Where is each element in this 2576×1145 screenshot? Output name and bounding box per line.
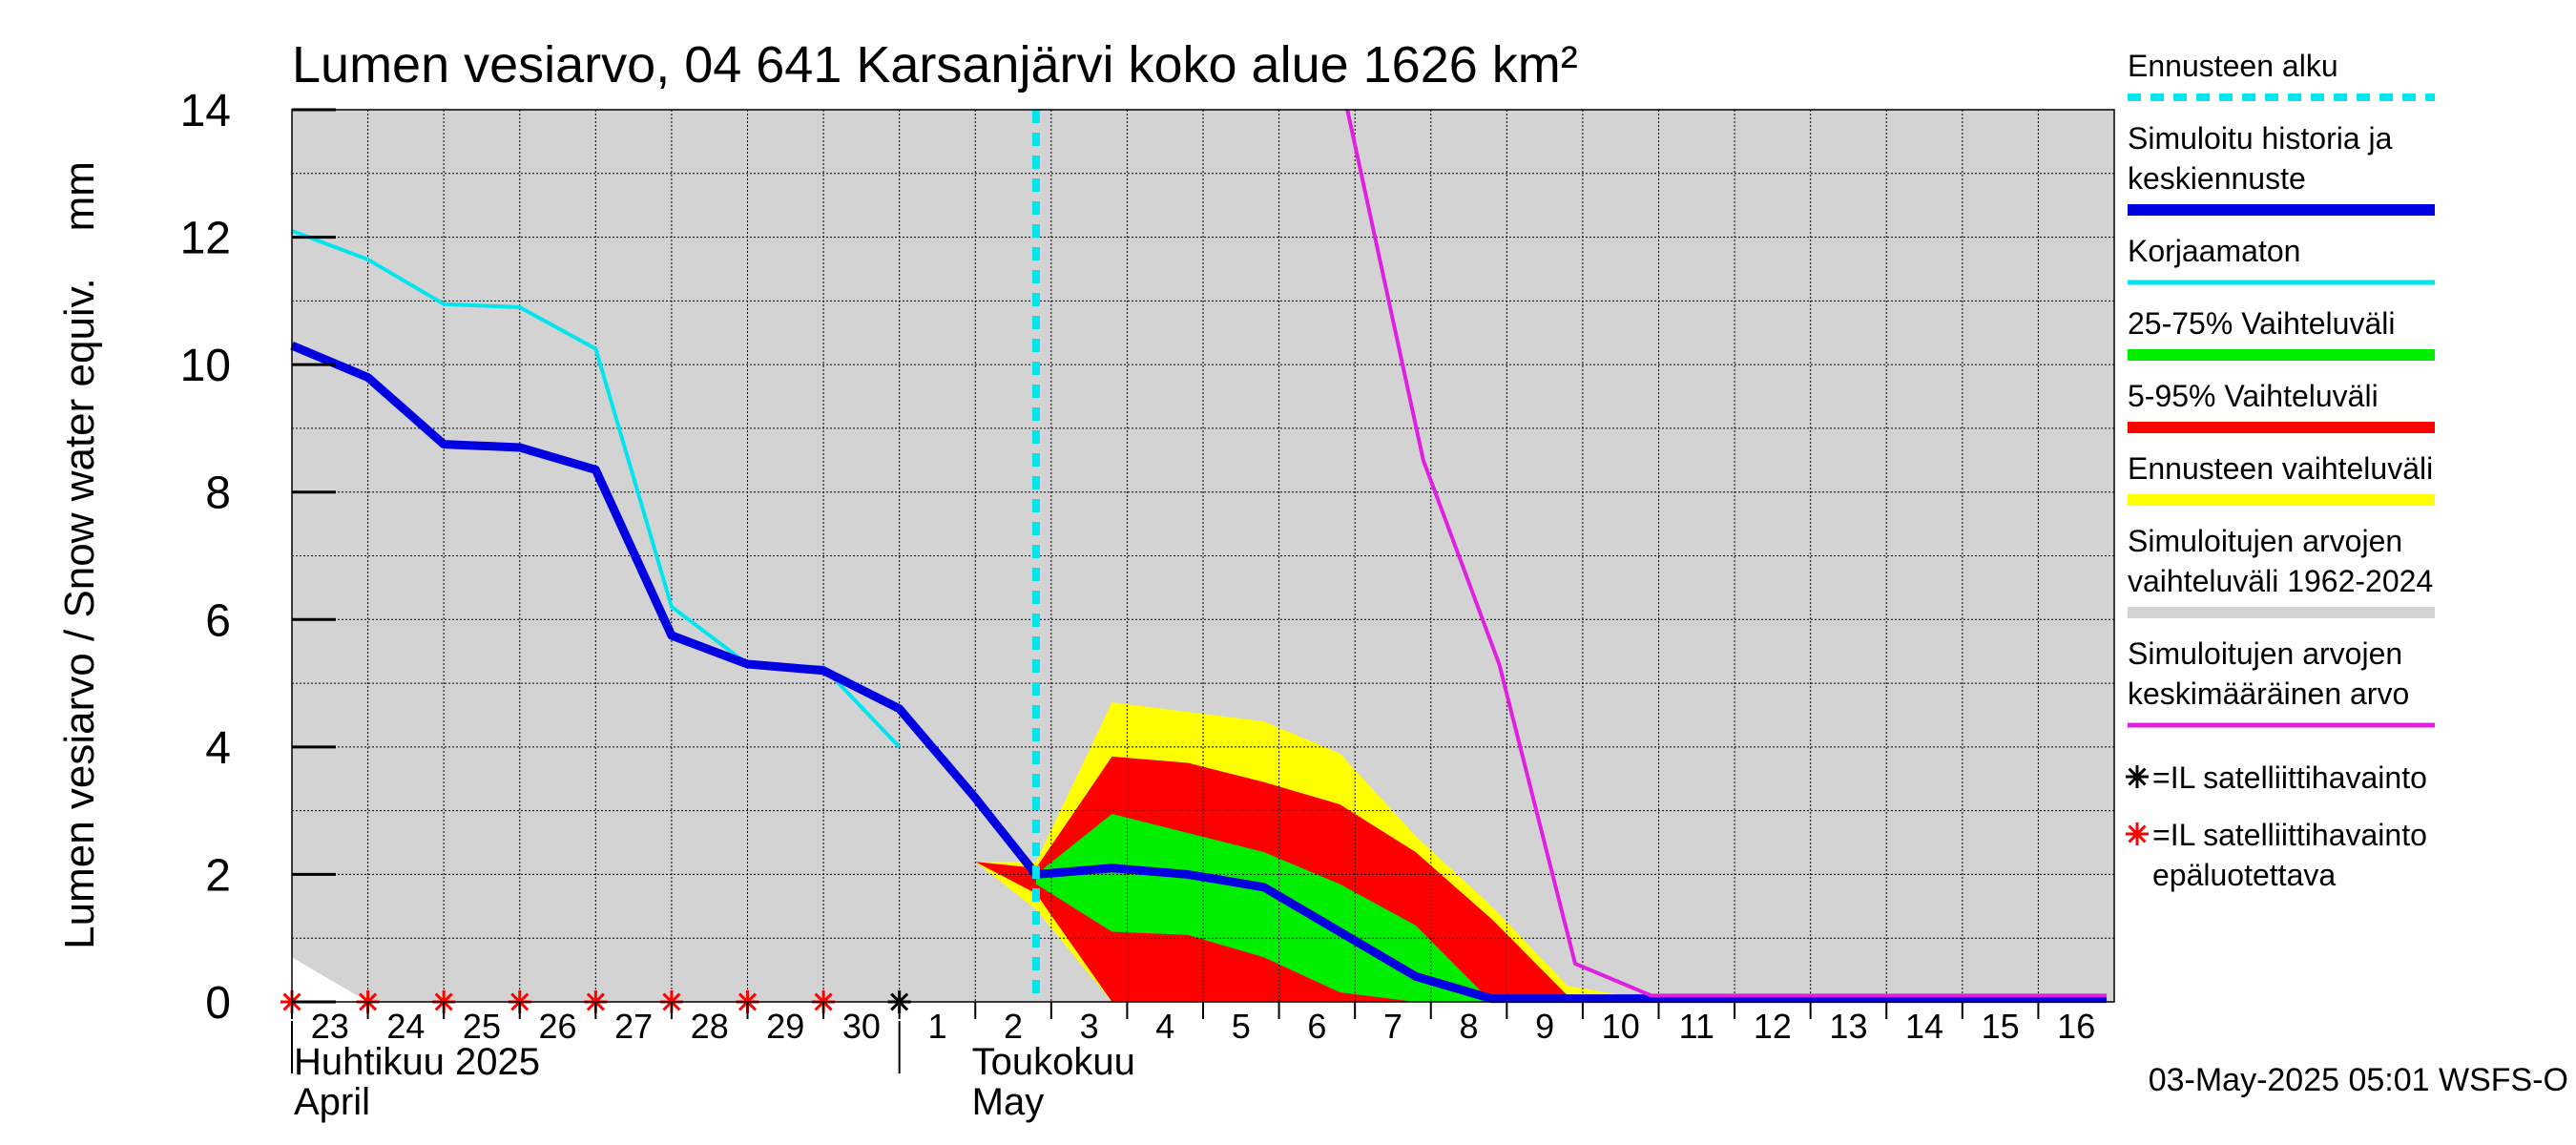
x-tick-label: 10: [1602, 1007, 1640, 1046]
legend-label: Simuloitujen arvojen: [2128, 636, 2402, 671]
y-tick-label: 4: [205, 723, 231, 774]
x-tick-label: 8: [1460, 1007, 1479, 1046]
y-axis-label: Lumen vesiarvo / Snow water equiv. mm: [56, 161, 103, 949]
x-tick-label: 27: [614, 1007, 653, 1046]
y-tick-label: 14: [180, 86, 231, 136]
x-tick-label: 23: [311, 1007, 349, 1046]
x-tick-label: 16: [2057, 1007, 2095, 1046]
legend-label: Korjaamaton: [2128, 234, 2300, 268]
legend-label: Simuloitu historia ja: [2128, 121, 2393, 156]
y-tick-label: 8: [205, 468, 231, 519]
legend-star-icon: [2126, 765, 2149, 788]
legend-item: 25-75% Vaihteluväli: [2128, 306, 2435, 361]
legend-label: Ennusteen alku: [2128, 49, 2338, 83]
x-tick-label: 9: [1535, 1007, 1554, 1046]
y-tick-label: 6: [205, 595, 231, 646]
chart-title: Lumen vesiarvo, 04 641 Karsanjärvi koko …: [292, 36, 1578, 94]
x-tick-label: 5: [1232, 1007, 1251, 1046]
x-tick-label: 6: [1307, 1007, 1326, 1046]
legend-item: =IL satelliittihavainto: [2126, 760, 2427, 795]
y-tick-label: 2: [205, 850, 231, 901]
x-tick-label: 25: [463, 1007, 501, 1046]
legend-item: Ennusteen vaihteluväli: [2128, 451, 2435, 506]
legend-label: =IL satelliittihavainto: [2152, 760, 2427, 795]
x-tick-label: 28: [691, 1007, 729, 1046]
x-tick-label: 4: [1155, 1007, 1174, 1046]
legend-item: Korjaamaton: [2128, 234, 2435, 285]
x-tick-label: 3: [1080, 1007, 1099, 1046]
legend: Ennusteen alku Simuloitu historia ja keski…: [2126, 49, 2435, 892]
legend-item: 5-95% Vaihteluväli: [2128, 379, 2435, 433]
legend-label: Simuloitujen arvojen: [2128, 524, 2402, 558]
x-tick-label: 24: [386, 1007, 425, 1046]
footer-timestamp: 03-May-2025 05:01 WSFS-O: [2149, 1062, 2568, 1098]
x-tick-label: 12: [1754, 1007, 1792, 1046]
legend-label: Ennusteen vaihteluväli: [2128, 451, 2433, 486]
legend-label: keskimääräinen arvo: [2128, 677, 2409, 711]
x-tick-label: 15: [1982, 1007, 2020, 1046]
legend-label: 5-95% Vaihteluväli: [2128, 379, 2379, 413]
y-tick-label: 12: [180, 214, 231, 264]
series-line-3: [1345, 109, 2108, 998]
y-tick-label: 0: [205, 978, 231, 1029]
series-lines-layer: [290, 109, 2108, 1004]
x-tick-label: 13: [1829, 1007, 1867, 1046]
x-tick-label: 11: [1679, 1007, 1714, 1046]
legend-item: Simuloitujen arvojen vaihteluväli 1962-20…: [2128, 524, 2435, 618]
month-label-en: May: [972, 1081, 1045, 1123]
x-tick-label: 2: [1004, 1007, 1023, 1046]
legend-item: Simuloitujen arvojen keskimääräinen arvo: [2128, 636, 2435, 728]
legend-label: epäluotettava: [2152, 858, 2336, 892]
legend-item: Simuloitu historia ja keskiennuste: [2128, 121, 2435, 216]
legend-label: 25-75% Vaihteluväli: [2128, 306, 2395, 341]
month-label-fi: Huhtikuu 2025: [294, 1041, 540, 1083]
legend-item: =IL satelliittihavainto epäluotettava: [2126, 818, 2427, 892]
legend-item: Ennusteen alku: [2128, 49, 2435, 101]
x-tick-label: 30: [842, 1007, 881, 1046]
legend-label: keskiennuste: [2128, 161, 2306, 196]
series-line-2: [290, 341, 2108, 1004]
x-tick-label: 14: [1905, 1007, 1943, 1046]
legend-label: =IL satelliittihavainto: [2152, 818, 2427, 852]
month-label-fi: Toukokuu: [972, 1041, 1135, 1083]
x-tick-label: 26: [539, 1007, 577, 1046]
x-tick-label: 1: [927, 1007, 946, 1046]
x-tick-label: 29: [766, 1007, 804, 1046]
month-label-en: April: [294, 1081, 370, 1123]
y-tick-label: 10: [180, 341, 231, 391]
legend-label: vaihteluväli 1962-2024: [2128, 564, 2433, 598]
legend-star-icon: [2126, 822, 2149, 845]
x-tick-label: 7: [1383, 1007, 1402, 1046]
